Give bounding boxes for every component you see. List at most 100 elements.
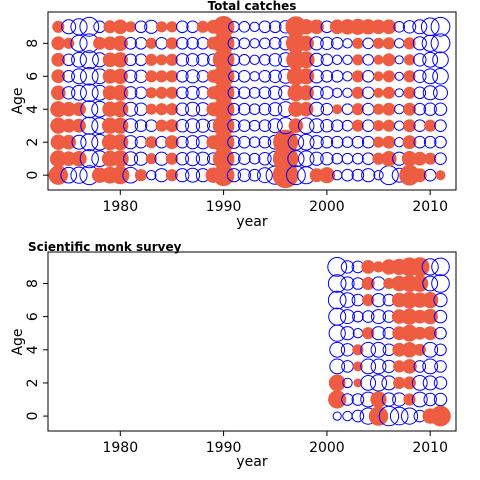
- x-tick-label-1990: 1990: [206, 199, 242, 215]
- bubble-2005-age-1: [370, 391, 387, 408]
- bubble-1983-age-5: [145, 87, 157, 99]
- bubble-1985-age-3: [165, 119, 179, 133]
- bubble-1993-age-1: [248, 152, 261, 165]
- bubble-2010-age-1: [424, 152, 437, 165]
- bubble-1999-age-6: [309, 69, 324, 84]
- bubble-1991-age-1: [227, 152, 241, 166]
- y-tick-label-8: 8: [25, 279, 41, 288]
- bubble-2009-age-2: [411, 375, 428, 391]
- bubble-2011-age-6: [433, 309, 448, 324]
- bubble-2005-age-4: [370, 341, 387, 358]
- bubble-2002-age-8: [342, 38, 353, 49]
- bubble-2001-age-1: [328, 390, 347, 409]
- survey-y-axis-label: Age: [10, 328, 26, 355]
- bubble-1984-age-4: [155, 103, 168, 116]
- bubble-2003-age-3: [351, 119, 365, 132]
- bubble-1985-age-1: [165, 152, 178, 165]
- bubble-1974-age-9: [52, 20, 65, 33]
- bubble-1974-age-7: [51, 52, 66, 67]
- bubble-2010-age-6: [422, 68, 439, 85]
- bubble-2009-age-1: [411, 391, 428, 408]
- bubble-2011-age-0: [430, 405, 451, 427]
- bubble-2001-age-5: [332, 87, 343, 99]
- bubble-2002-age-6: [342, 71, 353, 82]
- bubble-2009-age-4: [413, 102, 427, 116]
- bubble-2005-age-5: [371, 326, 386, 341]
- bubble-1982-age-0: [134, 169, 148, 182]
- y-tick-label-2: 2: [25, 378, 41, 387]
- bubble-2005-age-8: [372, 37, 385, 49]
- bubble-1994-age-5: [258, 86, 272, 100]
- bubble-1986-age-7: [175, 53, 190, 67]
- bubble-1988-age-1: [195, 151, 210, 166]
- bubble-1981-age-7: [124, 53, 137, 67]
- bubble-1999-age-2: [309, 135, 324, 150]
- bubble-2007-age-5: [394, 88, 404, 98]
- bubble-1983-age-4: [145, 103, 157, 115]
- bubble-1994-age-0: [257, 167, 273, 184]
- y-tick-label-4: 4: [25, 345, 41, 354]
- bubble-1987-age-4: [185, 101, 201, 117]
- bubble-1985-age-9: [166, 21, 178, 33]
- x-tick-label-2010: 2010: [412, 440, 448, 456]
- bubble-2002-age-9: [340, 260, 355, 274]
- bubble-2010-age-8: [421, 34, 439, 52]
- bubble-1992-age-4: [238, 102, 251, 116]
- bubble-1982-age-8: [134, 37, 148, 50]
- bubble-1985-age-0: [165, 169, 178, 182]
- bubble-2004-age-4: [360, 341, 377, 358]
- x-tick-label-1980: 1980: [102, 199, 138, 215]
- bubble-1995-age-5: [268, 85, 283, 100]
- bubble-2009-age-2: [413, 135, 427, 149]
- x-tick-label-2000: 2000: [309, 199, 345, 215]
- bubble-1975-age-6: [62, 70, 75, 83]
- bubble-2011-age-3: [434, 119, 447, 132]
- bubble-2011-age-8: [430, 33, 451, 54]
- bubble-2005-age-0: [368, 406, 389, 426]
- bubble-2007-age-8: [394, 38, 405, 49]
- bubble-2001-age-9: [327, 257, 348, 277]
- bubble-2011-age-4: [434, 343, 447, 357]
- bubble-1981-age-2: [123, 135, 138, 150]
- bubble-2007-age-9: [393, 21, 406, 33]
- bubble-1985-age-6: [165, 70, 178, 83]
- bubble-2009-age-8: [412, 36, 427, 51]
- bubble-2006-age-9: [381, 19, 397, 35]
- bubble-1982-age-9: [134, 20, 148, 34]
- bubble-1997-age-1: [287, 150, 305, 168]
- total-catches-plot-frame: [47, 11, 457, 191]
- bubble-2003-age-4: [351, 103, 365, 116]
- bubble-1992-age-7: [238, 54, 251, 66]
- bubble-2003-age-8: [352, 37, 364, 49]
- bubble-1987-age-5: [185, 85, 200, 100]
- bubble-1984-age-5: [155, 86, 168, 99]
- bubble-2008-age-2: [402, 135, 417, 150]
- bubble-1993-age-4: [248, 103, 261, 115]
- bubble-1994-age-7: [259, 54, 271, 66]
- bubble-2006-age-8: [382, 37, 396, 50]
- bubble-2006-age-1: [381, 151, 397, 167]
- y-tick-label-0: 0: [25, 412, 41, 421]
- bubble-1995-age-7: [268, 53, 282, 67]
- bubble-2010-age-9: [420, 17, 440, 37]
- bubble-1985-age-2: [164, 135, 179, 150]
- bubble-2005-age-6: [373, 71, 384, 82]
- bubble-2004-age-5: [362, 327, 375, 340]
- bubble-2010-age-4: [422, 341, 439, 358]
- bubble-1993-age-2: [248, 136, 261, 148]
- bubble-2010-age-5: [422, 85, 438, 101]
- bubble-1993-age-0: [248, 168, 261, 182]
- bubble-1986-age-8: [176, 37, 189, 50]
- bubble-1999-age-7: [309, 52, 324, 67]
- bubble-2007-age-2: [394, 137, 405, 148]
- bubble-2004-age-1: [361, 152, 375, 165]
- bubble-1983-age-1: [145, 153, 157, 165]
- bubble-1986-age-9: [176, 20, 189, 34]
- bubble-2007-age-0: [389, 406, 409, 426]
- bubble-2003-age-1: [351, 393, 365, 406]
- bubble-2011-age-5: [433, 85, 448, 101]
- bubble-1985-age-8: [165, 37, 178, 50]
- bubble-1983-age-2: [145, 136, 158, 149]
- bubble-2005-age-2: [369, 374, 388, 392]
